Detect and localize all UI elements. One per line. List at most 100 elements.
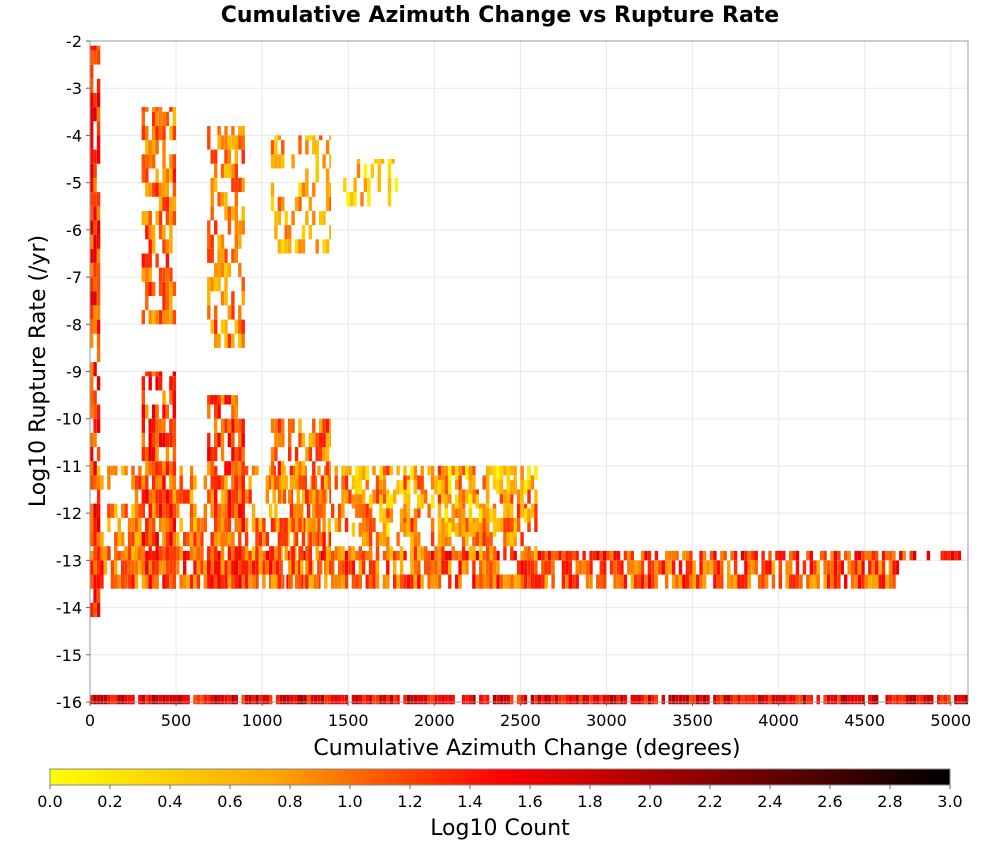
heatmap-cell <box>152 574 156 589</box>
heatmap-cell <box>386 465 390 476</box>
heatmap-cell <box>723 550 727 561</box>
heatmap-cell <box>277 239 282 254</box>
heatmap-cell <box>324 560 328 575</box>
heatmap-cell <box>751 694 755 705</box>
heatmap-cell <box>720 550 724 561</box>
heatmap-cell <box>315 432 319 448</box>
heatmap-cell <box>165 532 170 547</box>
heatmap-cell <box>172 447 176 462</box>
heatmap-cell <box>158 126 163 141</box>
heatmap-cell <box>172 503 176 518</box>
heatmap-cell <box>214 319 218 334</box>
heatmap-cell <box>217 135 221 150</box>
heatmap-cell <box>640 694 645 705</box>
heatmap-cell <box>596 574 600 589</box>
heatmap-cell <box>134 546 139 561</box>
heatmap-cell <box>262 694 266 705</box>
heatmap-cell <box>255 532 259 547</box>
heatmap-cell <box>589 560 593 575</box>
heatmap-cell <box>356 163 361 178</box>
heatmap-cell <box>224 149 228 164</box>
heatmap-cell <box>210 177 214 193</box>
heatmap-cell <box>196 546 201 561</box>
heatmap-cell <box>637 574 641 589</box>
heatmap-cell <box>131 560 135 575</box>
heatmap-cell <box>165 281 170 296</box>
heatmap-cell <box>241 126 245 136</box>
heatmap-cell <box>585 694 590 705</box>
heatmap-cell <box>270 196 275 211</box>
heatmap-cell <box>107 465 111 476</box>
heatmap-cell <box>124 465 128 476</box>
heatmap-cell <box>172 560 176 575</box>
heatmap-cell <box>93 220 97 235</box>
heatmap-cell <box>492 694 497 705</box>
heatmap-cell <box>785 560 789 575</box>
heatmap-cell <box>682 574 686 589</box>
heatmap-cell <box>90 574 94 589</box>
heatmap-cell <box>308 489 312 504</box>
heatmap-cell <box>110 574 115 589</box>
heatmap-cell <box>145 461 149 476</box>
heatmap-cell <box>465 532 469 547</box>
heatmap-cell <box>319 418 323 433</box>
heatmap-cell <box>844 550 848 561</box>
heatmap-cell <box>623 550 628 561</box>
heatmap-cell <box>747 694 751 705</box>
heatmap-cell <box>355 574 359 589</box>
heatmap-cell <box>310 475 314 490</box>
heatmap-cell <box>90 404 94 419</box>
heatmap-cell <box>472 465 476 476</box>
heatmap-cell <box>121 503 125 518</box>
heatmap-cell <box>96 234 101 249</box>
heatmap-cell <box>312 418 316 433</box>
heatmap-cell <box>665 574 669 589</box>
y-tick-label: -9 <box>66 363 82 382</box>
y-tick-label: -5 <box>66 174 82 193</box>
heatmap-cell <box>90 206 94 221</box>
heatmap-cell <box>155 432 159 448</box>
heatmap-cell <box>141 574 145 589</box>
heatmap-cell <box>413 508 418 523</box>
heatmap-cell <box>382 574 387 589</box>
heatmap-cell <box>298 475 302 490</box>
heatmap-cell <box>516 517 521 533</box>
heatmap-cell <box>183 550 187 561</box>
heatmap-cell <box>368 532 373 547</box>
heatmap-cell <box>220 532 225 547</box>
heatmap-cell <box>489 546 493 561</box>
heatmap-cell <box>510 480 514 495</box>
heatmap-cell <box>410 465 414 481</box>
heatmap-cell <box>298 135 302 141</box>
heatmap-cell <box>176 503 180 518</box>
heatmap-cell <box>269 465 273 476</box>
heatmap-cell <box>93 305 97 320</box>
heatmap-cell <box>351 494 356 509</box>
heatmap-cell <box>875 574 879 589</box>
heatmap-cell <box>227 532 232 547</box>
heatmap-cell <box>789 550 793 561</box>
heatmap-cell <box>544 574 548 589</box>
heatmap-cell <box>227 432 232 448</box>
heatmap-cell <box>90 447 94 462</box>
heatmap-cell <box>826 574 831 589</box>
heatmap-cell <box>322 503 326 518</box>
heatmap-cell <box>121 532 125 547</box>
heatmap-cell <box>434 480 438 495</box>
colorbar-tick-label: 0.2 <box>97 792 122 811</box>
heatmap-cell <box>220 262 225 278</box>
x-tick-label: 0 <box>85 711 95 730</box>
heatmap-cell <box>475 532 479 547</box>
heatmap-cell <box>241 560 245 575</box>
heatmap-cell <box>93 546 97 561</box>
heatmap-cell <box>489 465 493 476</box>
heatmap-cell <box>885 574 889 589</box>
heatmap-cell <box>351 522 356 537</box>
heatmap-cell <box>210 461 214 476</box>
heatmap-cell <box>162 390 166 405</box>
heatmap-cell <box>176 489 180 504</box>
heatmap-cell <box>145 550 149 561</box>
heatmap-cell <box>162 475 166 490</box>
heatmap-cell <box>244 560 249 575</box>
heatmap-cell <box>895 694 900 705</box>
